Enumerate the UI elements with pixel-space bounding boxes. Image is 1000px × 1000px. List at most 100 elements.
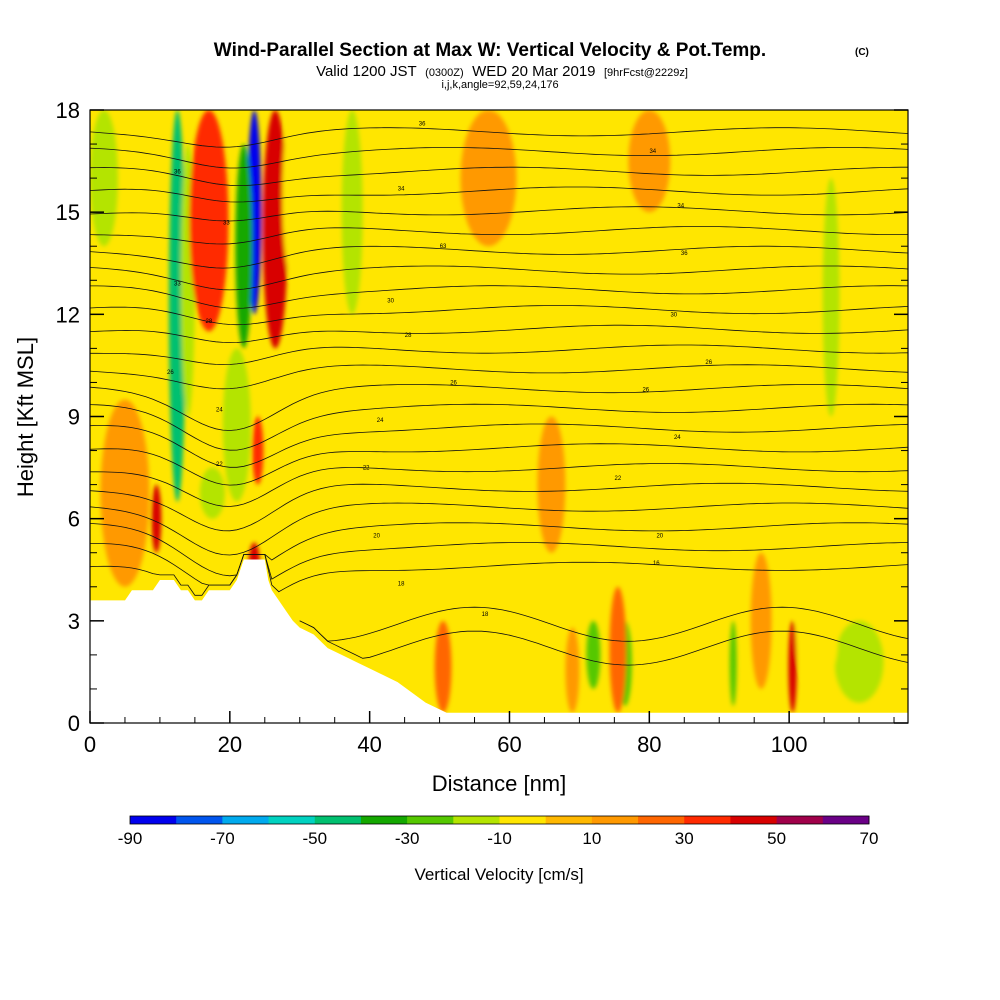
contour-label: 30 [387,299,394,305]
contour-label: 34 [677,203,684,209]
contour-label: 63 [440,244,447,250]
colorbar-tick-label: -70 [210,829,235,848]
contour-label: 20 [373,534,380,540]
x-tick-label: 100 [771,732,808,757]
chart-subtitle: Valid 1200 JST (0300Z) WED 20 Mar 2019 [… [316,63,688,80]
velocity-cell [252,416,264,485]
plot-area: 36 34 34 34 63 36 30 30 28 26 26 26 24 24 22 22 20 20 16 18… [90,110,908,723]
x-axis-label: Distance [nm] [432,771,567,796]
theta-contour [90,403,908,451]
colorbar-swatch [314,816,362,824]
velocity-cell [100,399,150,587]
theta-contour [90,423,908,468]
theta-contour [90,186,908,203]
y-tick-label: 3 [68,609,80,634]
theta-contours: 36 34 34 34 63 36 30 30 28 26 26 26 24 24 22 22 20 20 16 18… [90,122,908,666]
theta-contour [90,127,908,148]
contour-label: 18 [398,581,405,587]
contour-label: 34 [649,149,656,155]
colorbar-swatch [684,816,731,824]
theta-contour [90,482,908,532]
contour-label: 28 [206,319,213,325]
colorbar-swatch [222,816,270,824]
colorbar-swatch [176,816,223,824]
velocity-cell [714,110,732,315]
plot-frame [89,109,909,724]
theta-contour [90,443,908,486]
colorbar-tick-label: -10 [487,829,512,848]
colorbar-label: Vertical Velocity [cm/s] [414,865,583,884]
contour-label: 24 [377,418,384,424]
theta-contour [90,324,908,344]
contour-label: 20 [656,534,663,540]
theta-contour [90,364,908,390]
theta-contour [90,344,908,366]
x-tick-label: 20 [218,732,242,757]
contour-label: 22 [216,462,223,468]
colorbar: -90 -70 -50 -30 -10 10 30 50 70 [118,815,878,848]
velocity-cell [151,484,162,553]
velocity-cell [282,110,304,281]
subtitle-date: WED 20 Mar 2019 [472,63,595,80]
colorbar-tick-label: 10 [582,829,601,848]
velocity-cell [262,110,288,349]
theta-contour [299,606,908,642]
colorbar-swatch [453,816,500,824]
contour-label: 36 [419,122,426,128]
subtitle-valid: Valid 1200 JST [316,63,417,80]
contour-label: 16 [653,561,660,567]
theta-contour [90,463,908,507]
x-tick-label: 40 [357,732,381,757]
y-tick-label: 6 [68,507,80,532]
contour-label: 36 [681,251,688,257]
contour-label: 26 [642,387,649,393]
x-tick-label: 60 [497,732,521,757]
colorbar-tick-label: -90 [118,829,143,848]
velocity-cell [586,620,601,689]
velocity-cell [222,348,251,502]
contour-label: 22 [615,476,622,482]
chart-indices: i,j,k,angle=92,59,24,176 [441,79,558,91]
velocity-cell [565,627,580,713]
contour-label: 24 [216,408,223,414]
theta-contour [90,542,908,586]
theta-contour [299,620,908,666]
contour-label: 22 [363,466,370,472]
colorbar-swatch [776,816,824,824]
velocity-cell [860,110,886,315]
y-tick-label: 0 [68,711,80,736]
theta-contour [90,502,908,556]
colorbar-frame [129,815,870,825]
contour-label: 28 [405,333,412,339]
theta-contour [90,226,908,245]
velocity-cell [822,178,840,417]
colorbar-swatch [638,816,685,824]
theta-contour [90,206,908,222]
velocity-cell [834,620,884,703]
velocity-cell [189,110,229,332]
velocity-cell [609,586,627,713]
colorbar-swatch [822,816,870,824]
terrain-mask [90,559,908,723]
contour-label: 34 [398,186,405,192]
subtitle-utc: (0300Z) [425,67,464,79]
velocity-cell [537,416,566,553]
theta-contour [90,265,908,291]
velocity-cell [788,620,797,713]
theta-contour [90,384,908,431]
contour-label: 26 [705,360,712,366]
contour-label: 33 [174,282,181,288]
y-axis-label: Height [Kft MSL] [13,337,38,497]
velocity-cell [729,620,737,706]
colorbar-swatch [360,816,408,824]
theta-contour [90,522,908,577]
contour-label: 24 [674,435,681,441]
contour-label: 26 [167,370,174,376]
colorbar-tick-label: -30 [395,829,420,848]
colorbar-tick-label: 50 [767,829,786,848]
y-tick-label: 9 [68,405,80,430]
velocity-field [90,110,886,713]
colorbar-tick-label: -50 [302,829,327,848]
contour-label: 18 [482,612,489,618]
